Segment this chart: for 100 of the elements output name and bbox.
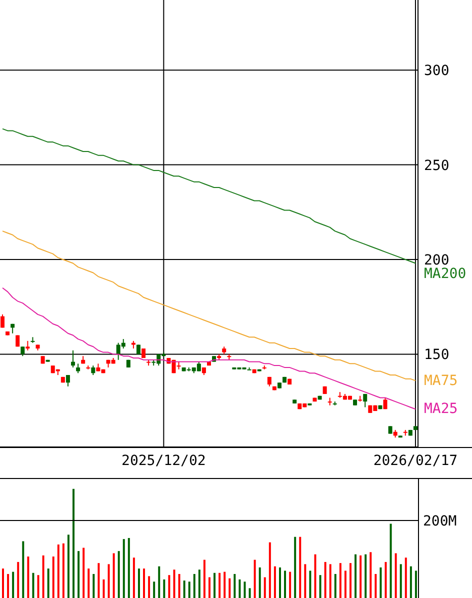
bar [380, 567, 382, 598]
bar [128, 538, 130, 598]
bar [148, 576, 150, 598]
candlestick [26, 340, 30, 351]
y-tick-label: 300 [424, 63, 450, 80]
bar [62, 543, 64, 598]
bar [234, 574, 236, 598]
bar [274, 566, 276, 598]
ref-line-label: 200M [423, 513, 457, 530]
bar [319, 575, 322, 598]
bar [2, 568, 4, 598]
bar [203, 560, 206, 598]
bar [294, 536, 296, 598]
candlestick [142, 348, 146, 358]
bar [112, 553, 115, 598]
bar [224, 572, 226, 598]
bar [138, 568, 140, 598]
bar [57, 544, 60, 598]
bar [193, 574, 196, 598]
candlestick [247, 366, 252, 370]
bar [78, 551, 80, 598]
y-tick-label: 250 [424, 158, 450, 174]
bar [329, 564, 332, 598]
bar [22, 541, 24, 598]
bar [278, 567, 281, 598]
bar [214, 572, 216, 598]
bar [102, 579, 105, 598]
bar [354, 554, 357, 598]
candlestick [363, 393, 368, 408]
bar [122, 539, 125, 598]
bar [228, 578, 231, 598]
bar [168, 575, 170, 598]
bar [32, 572, 34, 598]
bar [244, 582, 246, 598]
bar [400, 564, 402, 598]
bar [143, 568, 146, 598]
bar [178, 574, 180, 598]
x-tick-label: 2025/12/02 [122, 452, 206, 469]
bar [314, 554, 316, 598]
candlestick [0, 314, 5, 328]
bar [183, 580, 186, 598]
bar [254, 560, 256, 598]
bar [404, 558, 407, 598]
bar [98, 563, 100, 598]
bar [264, 577, 266, 598]
candlestick [66, 374, 70, 387]
bar [47, 568, 50, 598]
bar [324, 562, 326, 598]
bar [299, 536, 302, 598]
x-tick-label: 2026/02/17 [373, 452, 458, 469]
candlestick [71, 350, 76, 368]
bar [42, 555, 44, 598]
series-label: MA25 [424, 400, 458, 418]
bar [238, 579, 241, 598]
candlestick [76, 363, 80, 374]
bar [374, 574, 377, 598]
bar [208, 577, 210, 598]
bar [349, 563, 352, 598]
candlestick [91, 365, 96, 376]
line-series [2, 128, 416, 264]
bar [158, 566, 160, 598]
bar [132, 558, 135, 598]
bar [284, 570, 286, 598]
bar [27, 556, 30, 598]
bar [268, 542, 271, 598]
bar [410, 566, 412, 598]
bar [394, 553, 397, 598]
bar [339, 563, 342, 598]
line-series [2, 230, 416, 382]
y-tick-label: 150 [424, 347, 450, 364]
bar [108, 564, 110, 598]
line-series [2, 287, 416, 410]
bar [334, 574, 336, 598]
series-label: MA75 [424, 372, 458, 390]
bar [414, 570, 417, 598]
bar [258, 567, 261, 598]
bar [364, 554, 367, 598]
bar [198, 570, 200, 598]
bar [17, 562, 20, 598]
bar [248, 588, 251, 598]
bar [82, 548, 85, 598]
bar [289, 572, 292, 598]
bar [360, 555, 362, 598]
bar [173, 570, 176, 598]
bar [218, 572, 221, 598]
bar [92, 574, 95, 598]
bar [118, 551, 120, 598]
bar [88, 568, 90, 598]
bar [72, 488, 75, 598]
bar [309, 570, 312, 598]
candlestick [20, 346, 25, 357]
bar [304, 564, 306, 598]
bar [67, 534, 70, 598]
bar [7, 574, 10, 598]
bar [37, 575, 40, 598]
bar [12, 572, 14, 598]
bar [370, 552, 372, 598]
bar [390, 524, 392, 598]
bar [153, 582, 156, 598]
bar [52, 556, 54, 598]
